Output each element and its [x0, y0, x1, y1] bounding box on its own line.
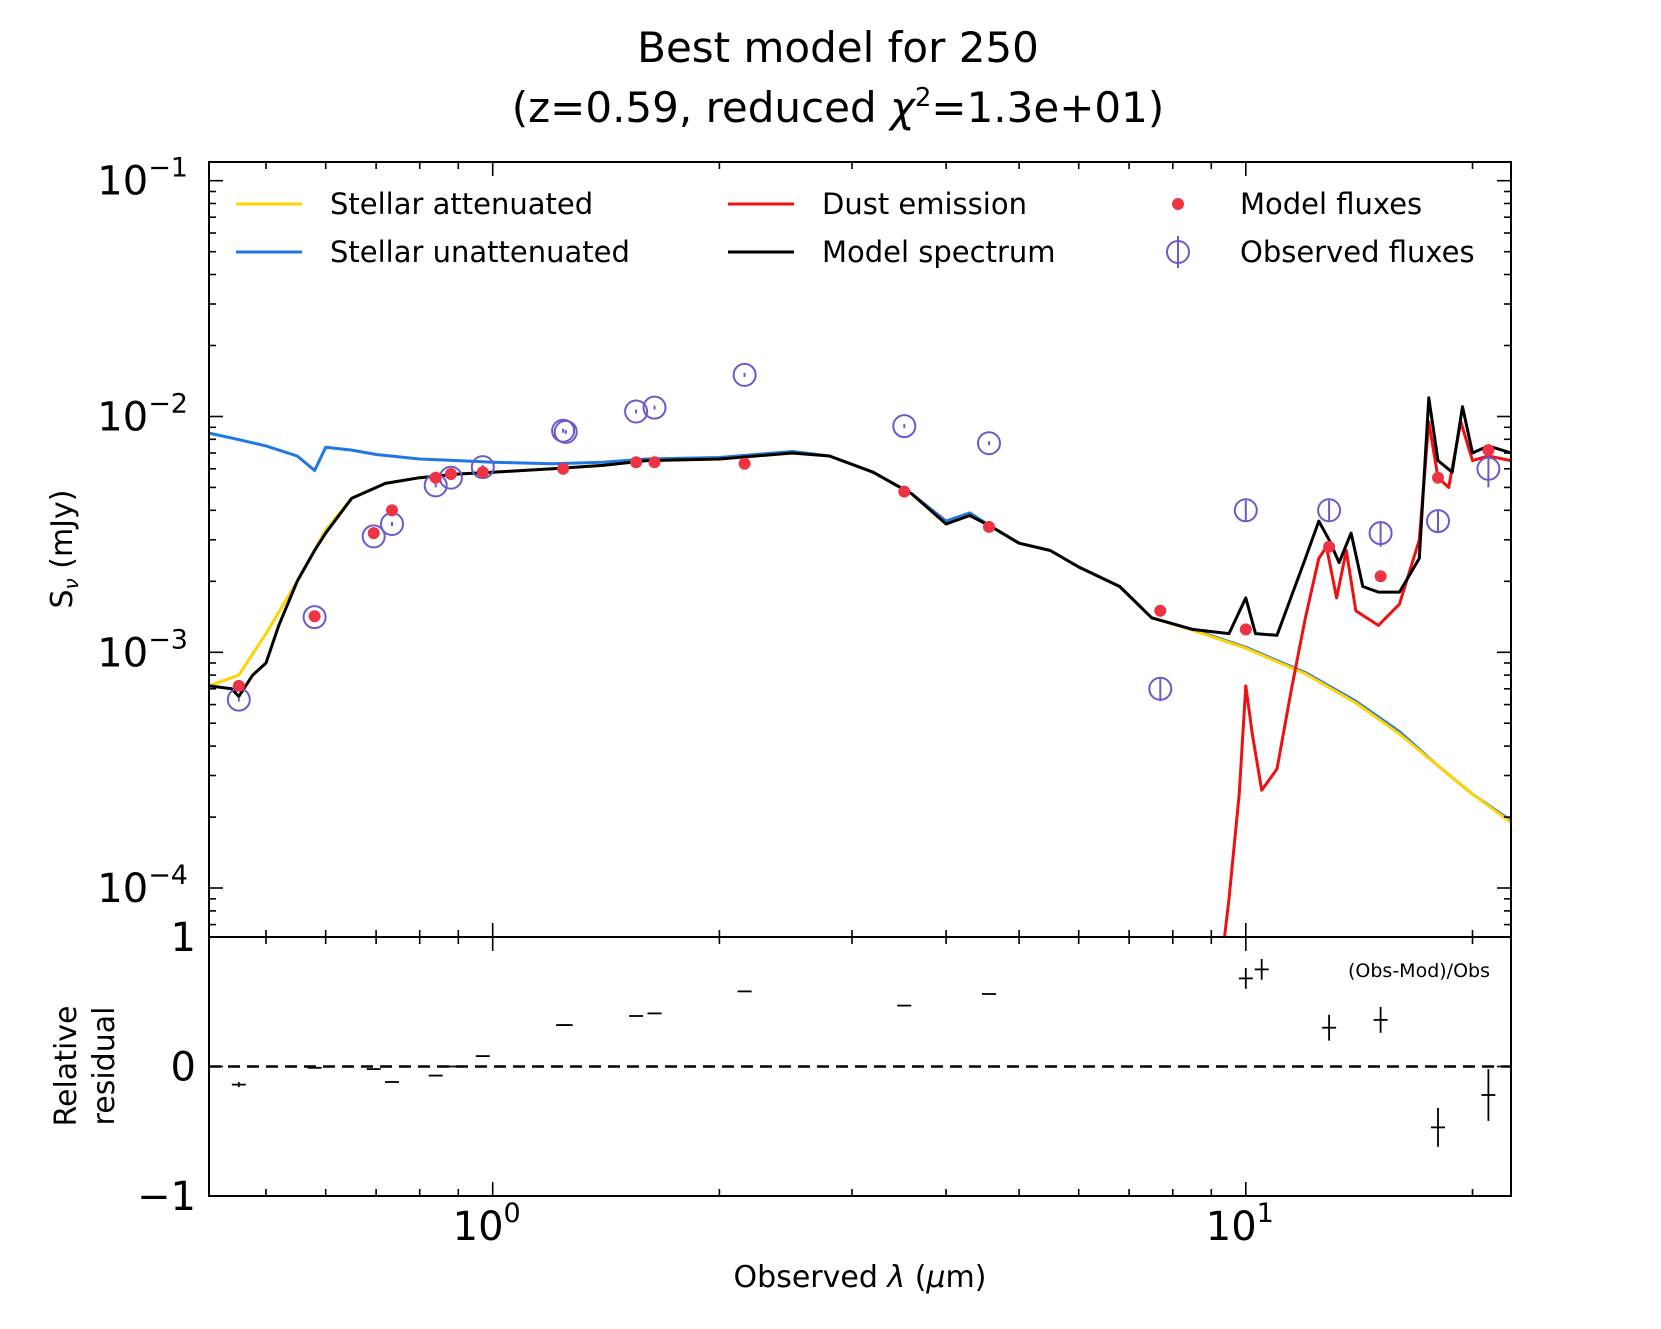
- observed-flux-point: [1233, 498, 1258, 523]
- main-plot-panel: 10−1 10−2 10−3 10−4: [97, 153, 1512, 938]
- observed-flux-point: [977, 431, 1001, 456]
- model-flux-point: [476, 466, 489, 479]
- observed-flux-point: [1426, 509, 1450, 534]
- observed-flux-point: [1368, 521, 1393, 547]
- legend-label: Dust emission: [822, 187, 1027, 221]
- model-flux-point: [983, 520, 995, 533]
- y-axis-label: Sν (mJy): [45, 490, 83, 609]
- residual-plot-panel: 1 0 −1 100 101 (Obs-Mod)/Obs: [137, 915, 1512, 1250]
- legend-item: Stellar attenuated: [236, 187, 593, 221]
- model-flux-point: [386, 504, 398, 517]
- residual-point: [1254, 959, 1269, 980]
- model-flux-point: [232, 679, 245, 692]
- model-spectrum-line: [209, 396, 1511, 698]
- observed-flux-point: [1317, 498, 1342, 523]
- legend-swatch: [1172, 198, 1184, 210]
- legend: Stellar attenuated Stellar unattenuated Du…: [236, 187, 1475, 269]
- residual-point: [1322, 1014, 1337, 1041]
- model-flux-point: [630, 456, 643, 469]
- model-flux-point: [1323, 540, 1336, 553]
- x-axis-label: Observed λ (μm): [734, 1260, 987, 1295]
- observed-flux-point: [892, 414, 917, 439]
- x-tick-label: 101: [1206, 1198, 1274, 1250]
- residual-point: [1431, 1107, 1445, 1147]
- model-flux-point: [1154, 604, 1167, 617]
- x-tick-label: 100: [453, 1198, 521, 1250]
- legend-label: Observed fluxes: [1240, 235, 1475, 269]
- observed-flux-point: [642, 395, 667, 420]
- y-tick-label: 10−3: [97, 624, 188, 676]
- residual-y-tick-label: 0: [171, 1045, 196, 1091]
- legend-item: Model fluxes: [1172, 187, 1422, 221]
- model-flux-point: [1239, 623, 1252, 636]
- chart-title-line2: (z=0.59, reduced χ2=1.3e+01): [512, 83, 1165, 132]
- legend-item: Model spectrum: [728, 235, 1056, 269]
- observed-flux-point: [732, 362, 757, 387]
- chart-title-line1: Best model for 250: [637, 23, 1039, 72]
- residual-point: [231, 1082, 246, 1088]
- y-tick-label: 10−2: [97, 389, 188, 441]
- model-flux-point: [1432, 471, 1444, 484]
- residual-point: [1238, 968, 1253, 989]
- model-flux-point: [367, 527, 380, 540]
- model-flux-point: [557, 462, 570, 475]
- legend-label: Stellar unattenuated: [330, 235, 630, 269]
- observed-flux-point: [1476, 453, 1501, 488]
- model-flux-point: [1482, 444, 1495, 457]
- residual-y-tick-label: −1: [137, 1174, 196, 1220]
- residual-note: (Obs-Mod)/Obs: [1348, 960, 1490, 982]
- model-flux-point: [308, 610, 321, 623]
- model-flux-point: [738, 457, 751, 470]
- y-tick-label: 10−4: [97, 860, 188, 912]
- y-tick-label: 10−1: [97, 153, 188, 205]
- model-flux-point: [429, 471, 442, 484]
- observed-flux-point: [553, 419, 578, 444]
- legend-label: Model spectrum: [822, 235, 1056, 269]
- observed-flux-point: [624, 399, 649, 424]
- legend-item: Stellar unattenuated: [236, 235, 630, 269]
- observed-flux-point: [1148, 676, 1173, 702]
- legend-item: Dust emission: [728, 187, 1027, 221]
- legend-label: Model fluxes: [1240, 187, 1422, 221]
- legend-item: Observed fluxes: [1166, 235, 1475, 269]
- residual-point: [1481, 1069, 1496, 1121]
- residual-y-label-line2: residual: [87, 1007, 122, 1126]
- model-flux-point: [1374, 570, 1387, 583]
- dust-emission-line: [1223, 420, 1511, 937]
- residual-y-label-line1: Relative: [49, 1006, 84, 1127]
- residual-point: [1373, 1006, 1388, 1033]
- model-flux-point: [898, 485, 911, 498]
- model-flux-point: [648, 456, 661, 469]
- legend-label: Stellar attenuated: [330, 187, 593, 221]
- model-flux-point: [444, 468, 457, 480]
- residual-y-tick-label: 1: [171, 915, 196, 961]
